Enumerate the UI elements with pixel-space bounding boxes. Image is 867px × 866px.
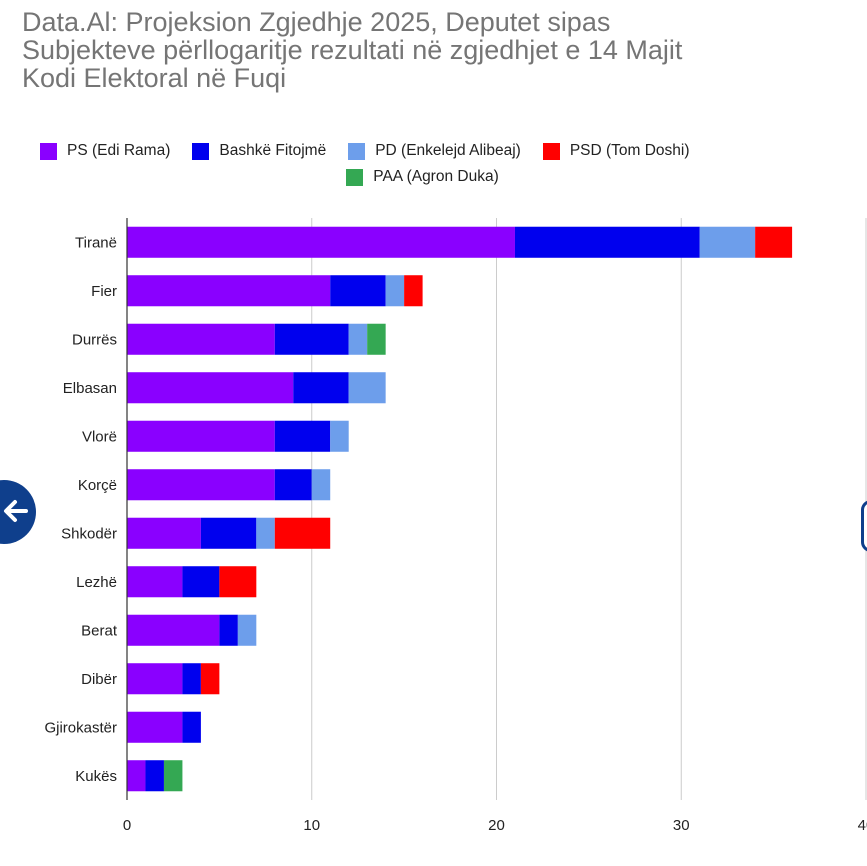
- bar-durres-pd-enkelejd-alibeaj[interactable]: [348, 323, 368, 355]
- legend-item-bashke-fitojme[interactable]: Bashkë Fitojmë: [192, 142, 326, 160]
- bar-elbasan-ps-edi-rama[interactable]: [127, 372, 294, 404]
- bar-tirane-bashke-fitojme[interactable]: [514, 226, 700, 258]
- legend-label-bashke-fitojme: Bashkë Fitojmë: [219, 142, 327, 159]
- legend-row-2: PAA (Agron Duka): [0, 164, 867, 190]
- bar-shkoder-psd-tom-doshi[interactable]: [274, 517, 331, 549]
- y-tick-label-fier: Fier: [91, 283, 117, 300]
- y-tick-label-tirane: Tiranë: [75, 234, 117, 251]
- y-tick-label-kukes: Kukës: [75, 768, 117, 785]
- legend-label-paa: PAA (Agron Duka): [373, 168, 499, 185]
- bar-berat-bashke-fitojme[interactable]: [219, 614, 238, 646]
- bar-berat-ps-edi-rama[interactable]: [127, 614, 220, 646]
- bar-elbasan-pd-enkelejd-alibeaj[interactable]: [348, 372, 386, 404]
- y-tick-label-elbasan: Elbasan: [63, 380, 117, 397]
- legend-swatch-ps: [40, 142, 57, 160]
- bar-vlore-pd-enkelejd-alibeaj[interactable]: [330, 420, 349, 452]
- y-tick-label-durres: Durrës: [72, 331, 117, 348]
- bar-vlore-ps-edi-rama[interactable]: [127, 420, 275, 452]
- bar-shkoder-ps-edi-rama[interactable]: [127, 517, 201, 549]
- legend-swatch-paa: [346, 168, 364, 186]
- chart-title-line-1: Data.Al: Projeksion Zgjedhje 2025, Deput…: [22, 7, 611, 37]
- next-slide-button[interactable]: [861, 500, 867, 552]
- bar-fier-pd-enkelejd-alibeaj[interactable]: [385, 275, 405, 307]
- bar-korce-pd-enkelejd-alibeaj[interactable]: [311, 469, 331, 501]
- bar-lezhe-ps-edi-rama[interactable]: [127, 566, 183, 598]
- bar-diber-ps-edi-rama[interactable]: [127, 663, 183, 695]
- chart-title-line-3: Kodi Elektoral në Fuqi: [22, 63, 287, 93]
- chart-title: Data.Al: Projeksion Zgjedhje 2025, Deput…: [22, 8, 682, 92]
- bar-diber-bashke-fitojme[interactable]: [182, 663, 201, 695]
- bar-elbasan-bashke-fitojme[interactable]: [293, 372, 349, 404]
- y-tick-label-korce: Korçë: [78, 477, 117, 494]
- y-tick-label-vlore: Vlorë: [82, 428, 117, 445]
- bar-fier-psd-tom-doshi[interactable]: [404, 275, 423, 307]
- bar-kukes-ps-edi-rama[interactable]: [127, 760, 146, 792]
- chart-legend: PS (Edi Rama) Bashkë Fitojmë PD (Enkelej…: [0, 138, 867, 190]
- x-tick-label-30: 30: [673, 817, 690, 834]
- bar-kukes-bashke-fitojme[interactable]: [145, 760, 164, 792]
- legend-item-paa[interactable]: PAA (Agron Duka): [346, 168, 499, 186]
- bar-shkoder-pd-enkelejd-alibeaj[interactable]: [256, 517, 275, 549]
- bar-fier-bashke-fitojme[interactable]: [330, 275, 386, 307]
- bar-lezhe-bashke-fitojme[interactable]: [182, 566, 220, 598]
- bar-durres-ps-edi-rama[interactable]: [127, 323, 275, 355]
- bar-korce-bashke-fitojme[interactable]: [274, 469, 312, 501]
- bar-gjirokaster-ps-edi-rama[interactable]: [127, 711, 183, 743]
- legend-label-psd: PSD (Tom Doshi): [569, 142, 690, 159]
- y-tick-label-berat: Berat: [81, 622, 118, 639]
- bar-diber-psd-tom-doshi[interactable]: [200, 663, 220, 695]
- legend-swatch-pd: [348, 142, 366, 160]
- legend-item-psd[interactable]: PSD (Tom Doshi): [542, 142, 690, 160]
- bar-korce-ps-edi-rama[interactable]: [127, 469, 275, 501]
- arrow-left-icon: [4, 500, 28, 522]
- bar-fier-ps-edi-rama[interactable]: [127, 275, 331, 307]
- x-tick-label-0: 0: [123, 817, 131, 834]
- bar-berat-pd-enkelejd-alibeaj[interactable]: [237, 614, 257, 646]
- bar-tirane-pd-enkelejd-alibeaj[interactable]: [699, 226, 756, 258]
- y-tick-label-gjirokaster: Gjirokastër: [44, 719, 117, 736]
- y-tick-label-shkoder: Shkodër: [61, 525, 117, 542]
- y-tick-label-lezhe: Lezhë: [76, 574, 117, 591]
- bar-tirane-psd-tom-doshi[interactable]: [755, 226, 793, 258]
- legend-label-pd: PD (Enkelejd Alibeaj): [375, 142, 521, 159]
- legend-row-1: PS (Edi Rama) Bashkë Fitojmë PD (Enkelej…: [0, 138, 867, 164]
- bar-gjirokaster-bashke-fitojme[interactable]: [182, 711, 201, 743]
- bar-durres-bashke-fitojme[interactable]: [274, 323, 349, 355]
- x-tick-label-20: 20: [488, 817, 505, 834]
- legend-label-ps: PS (Edi Rama): [67, 142, 171, 159]
- legend-swatch-bashke-fitojme: [192, 142, 210, 160]
- legend-swatch-psd: [542, 142, 560, 160]
- bar-lezhe-psd-tom-doshi[interactable]: [219, 566, 257, 598]
- x-tick-label-10: 10: [303, 817, 320, 834]
- bar-vlore-bashke-fitojme[interactable]: [274, 420, 331, 452]
- legend-item-ps[interactable]: PS (Edi Rama): [40, 142, 170, 160]
- legend-item-pd[interactable]: PD (Enkelejd Alibeaj): [348, 142, 521, 160]
- bar-shkoder-bashke-fitojme[interactable]: [200, 517, 257, 549]
- chart-title-line-2: Subjekteve përllogaritje rezultati në zg…: [22, 35, 683, 65]
- y-tick-label-diber: Dibër: [81, 671, 117, 688]
- x-tick-label-40: 40: [858, 817, 867, 834]
- bar-tirane-ps-edi-rama[interactable]: [127, 226, 515, 258]
- bar-durres-paa-agron-duka[interactable]: [367, 323, 386, 355]
- bar-kukes-paa-agron-duka[interactable]: [163, 760, 183, 792]
